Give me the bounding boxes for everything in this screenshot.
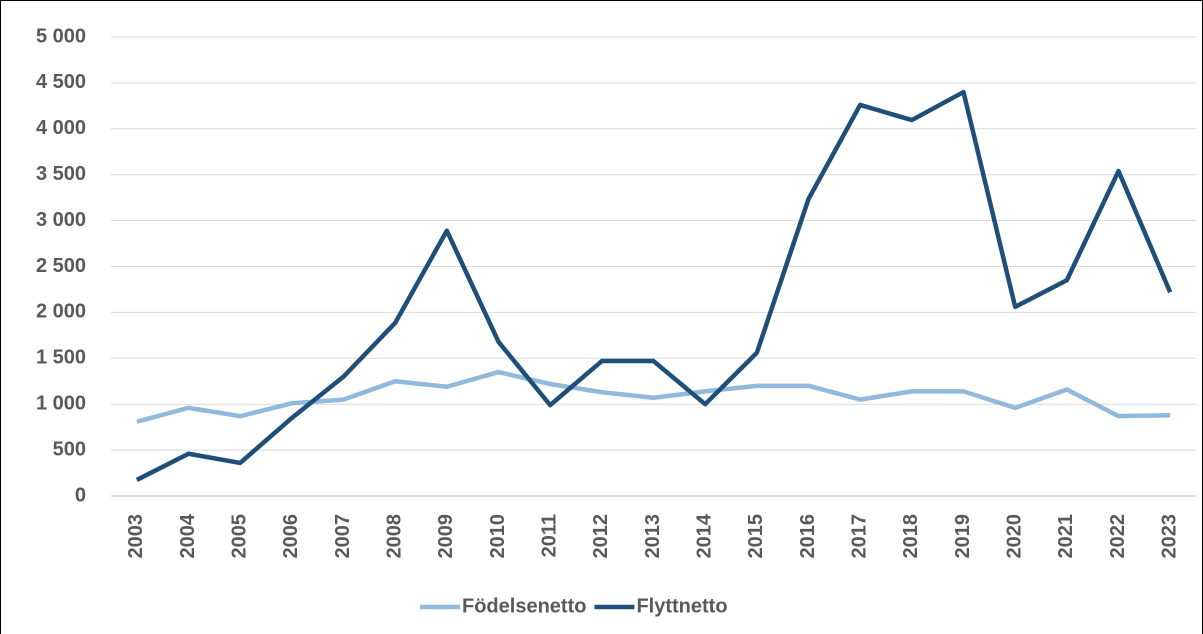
x-tick-label: 2015 (745, 514, 767, 559)
x-tick-label: 2008 (383, 514, 405, 559)
x-tick-label: 2006 (280, 514, 302, 559)
x-tick-label: 2012 (590, 514, 612, 559)
x-tick-label: 2023 (1158, 514, 1180, 559)
x-tick-label: 2014 (693, 513, 715, 558)
x-tick-label: 2010 (487, 514, 509, 559)
x-tick-label: 2022 (1107, 514, 1129, 559)
y-tick-label: 3 000 (36, 209, 86, 231)
y-tick-label: 1 000 (36, 392, 86, 414)
x-tick-label: 2018 (900, 514, 922, 559)
x-tick-label: 2017 (848, 514, 870, 559)
y-tick-label: 3 500 (36, 163, 86, 185)
x-tick-label: 2009 (435, 514, 457, 559)
y-tick-label: 0 (75, 484, 86, 506)
legend-label: Flyttnetto (636, 595, 727, 617)
y-tick-label: 4 500 (36, 71, 86, 93)
x-tick-label: 2021 (1055, 514, 1077, 559)
x-tick-label: 2020 (1003, 514, 1025, 559)
y-tick-label: 5 000 (36, 25, 86, 47)
x-tick-label: 2003 (125, 514, 147, 559)
x-tick-label: 2011 (538, 514, 560, 557)
y-tick-label: 2 000 (36, 301, 86, 323)
x-tick-label: 2004 (177, 513, 199, 558)
y-tick-label: 500 (53, 438, 86, 460)
x-tick-label: 2016 (797, 514, 819, 559)
y-tick-label: 1 500 (36, 347, 86, 369)
y-tick-label: 2 500 (36, 255, 86, 277)
x-tick-label: 2019 (952, 514, 974, 559)
legend-label: Födelsenetto (462, 595, 586, 617)
series-line (135, 89, 1173, 482)
y-tick-label: 4 000 (36, 117, 86, 139)
x-tick-label: 2005 (228, 514, 250, 559)
x-tick-label: 2007 (332, 514, 354, 559)
x-tick-label: 2013 (642, 514, 664, 559)
